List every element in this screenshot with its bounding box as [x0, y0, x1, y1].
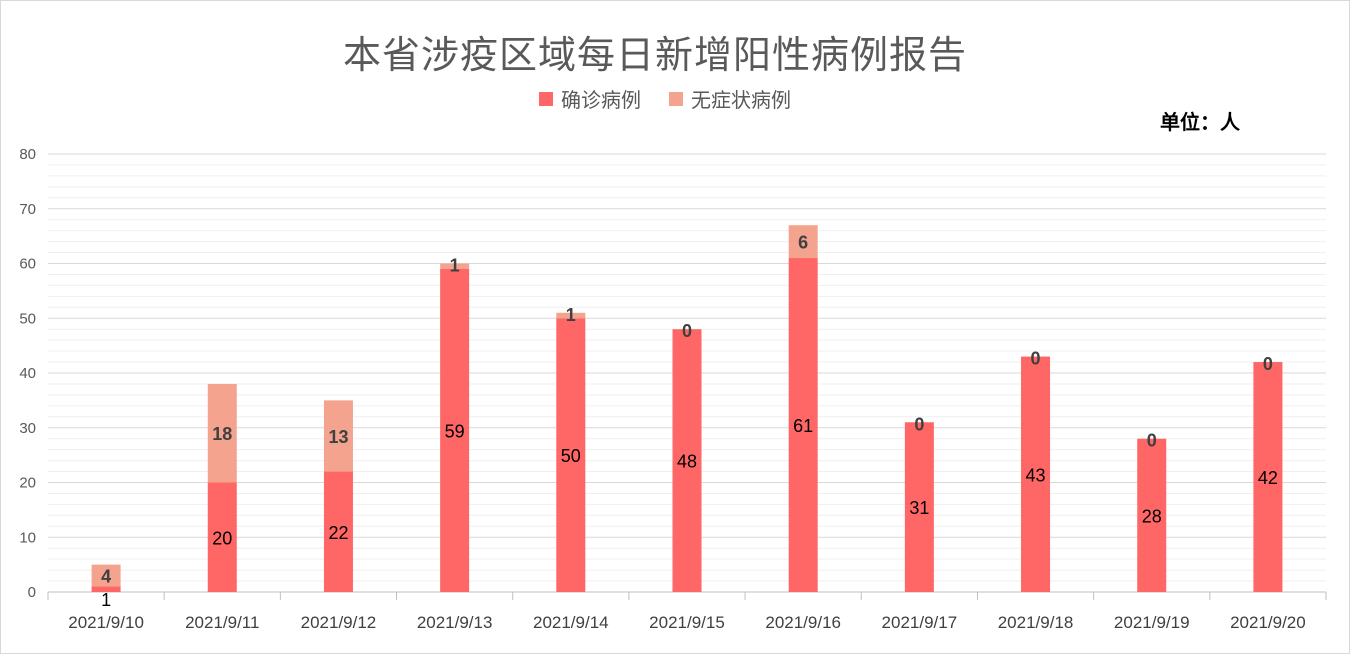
data-label-confirmed: 28: [1142, 506, 1162, 526]
data-label-confirmed: 59: [445, 421, 465, 441]
x-tick-label: 2021/9/13: [417, 613, 493, 632]
y-tick-label: 0: [28, 584, 36, 601]
data-label-confirmed: 43: [1026, 465, 1046, 485]
bar-confirmed: [1253, 362, 1283, 592]
x-tick-label: 2021/9/10: [68, 613, 144, 632]
data-label-confirmed: 1: [101, 590, 111, 610]
data-label-asymptomatic: 0: [1031, 349, 1041, 369]
data-label-asymptomatic: 0: [914, 414, 924, 434]
y-tick-label: 70: [19, 201, 36, 218]
chart-title: 本省涉疫区域每日新增阳性病例报告: [342, 33, 967, 77]
data-label-asymptomatic: 1: [450, 256, 460, 276]
bar-asymptomatic: [440, 263, 470, 269]
unit-label: 单位：人: [1160, 110, 1240, 134]
y-tick-label: 20: [19, 475, 36, 492]
y-tick-label: 40: [19, 365, 36, 382]
legend-label-confirmed: 确诊病例: [561, 88, 641, 112]
data-label-confirmed: 22: [328, 523, 348, 543]
y-tick-label: 10: [19, 529, 36, 546]
x-tick-label: 2021/9/12: [301, 613, 377, 632]
bar-confirmed: [904, 422, 934, 592]
bar-asymptomatic: [207, 383, 237, 483]
bar-confirmed: [440, 268, 470, 592]
legend-item-asymptomatic: 无症状病例: [669, 84, 791, 113]
legend-swatch-asymptomatic: [669, 91, 683, 106]
x-tick-label: 2021/9/16: [765, 613, 841, 632]
y-tick-label: 60: [19, 256, 36, 273]
data-label-asymptomatic: 0: [1147, 431, 1157, 451]
legend-label-asymptomatic: 无症状病例: [691, 88, 791, 112]
bar-asymptomatic: [91, 564, 121, 587]
data-label-asymptomatic: 4: [101, 567, 111, 587]
bar-confirmed: [91, 586, 121, 592]
bar-confirmed: [1021, 356, 1051, 592]
x-tick-label: 2021/9/14: [533, 613, 609, 632]
bar-confirmed: [1137, 438, 1167, 592]
legend-item-confirmed: 确诊病例: [539, 84, 641, 113]
data-label-confirmed: 42: [1258, 468, 1278, 488]
x-tick-label: 2021/9/15: [649, 613, 725, 632]
bar-confirmed: [672, 329, 702, 592]
data-label-confirmed: 31: [909, 498, 929, 518]
legend-swatch-confirmed: [539, 91, 553, 106]
y-tick-label: 30: [19, 420, 36, 437]
bar-asymptomatic: [323, 400, 353, 472]
bar-confirmed: [788, 258, 818, 592]
bar-asymptomatic: [556, 312, 586, 319]
data-label-asymptomatic: 6: [798, 233, 808, 253]
data-label-confirmed: 48: [677, 452, 697, 472]
data-label-confirmed: 50: [561, 446, 581, 466]
bar-confirmed: [556, 318, 586, 592]
x-tick-label: 2021/9/20: [1230, 613, 1306, 632]
bar-confirmed: [207, 482, 237, 592]
x-tick-label: 2021/9/18: [998, 613, 1074, 632]
bar-asymptomatic: [788, 225, 818, 259]
x-tick-label: 2021/9/17: [882, 613, 958, 632]
data-label-asymptomatic: 1: [566, 305, 576, 325]
x-tick-label: 2021/9/19: [1114, 613, 1190, 632]
data-label-asymptomatic: 18: [212, 424, 232, 444]
data-label-confirmed: 61: [793, 416, 813, 436]
data-label-asymptomatic: 0: [682, 321, 692, 341]
x-tick-label: 2021/9/11: [185, 613, 259, 632]
data-label-confirmed: 20: [212, 528, 232, 548]
data-label-asymptomatic: 0: [1263, 354, 1273, 374]
data-label-asymptomatic: 13: [328, 427, 348, 447]
legend: 确诊病例 无症状病例: [0, 84, 1330, 113]
bar-confirmed: [323, 471, 353, 592]
y-tick-label: 80: [19, 146, 36, 163]
y-tick-label: 50: [19, 310, 36, 327]
